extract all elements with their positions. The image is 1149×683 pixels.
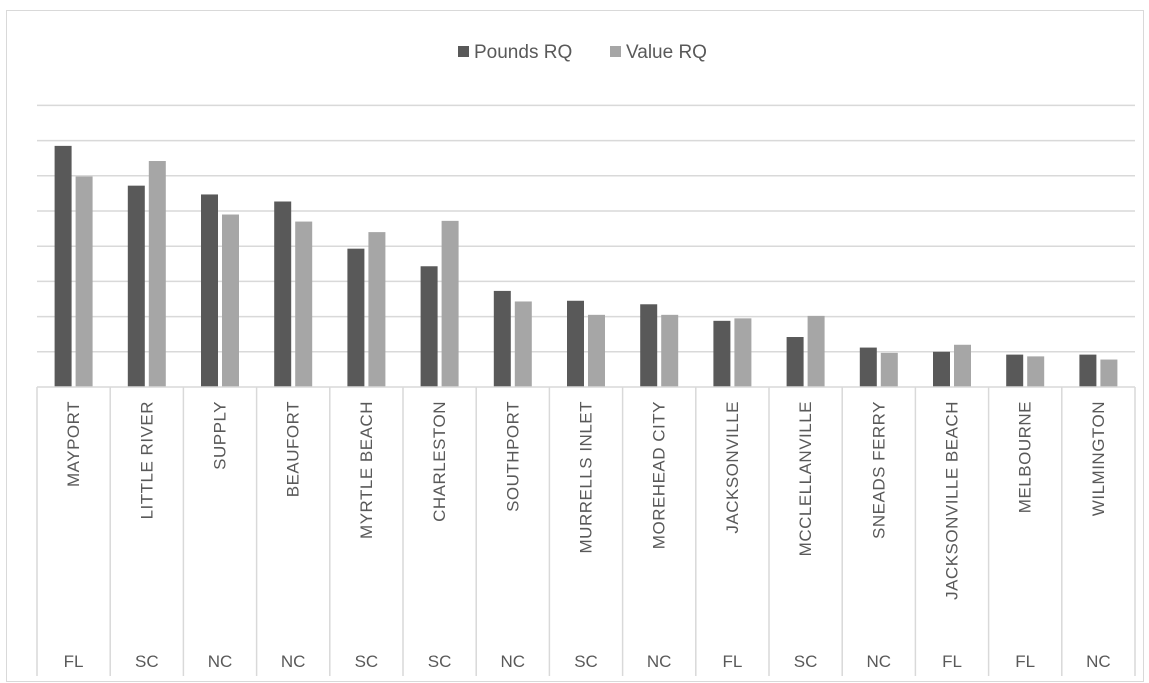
- category-label: MCCLELLANVILLE: [796, 401, 815, 556]
- bar-pounds-rq-5: [420, 266, 438, 387]
- category-label: JACKSONVILLE: [723, 401, 742, 534]
- state-label: FL: [1015, 652, 1035, 671]
- gridlines: [37, 104, 1135, 353]
- bar-value-rq-12: [954, 344, 971, 387]
- state-label: SC: [794, 652, 818, 671]
- state-label: NC: [1086, 652, 1111, 671]
- chart-area: Pounds RQ Value RQ MAYPORT FL LITTLE RIVER S…: [6, 10, 1144, 682]
- bar-pounds-rq-10: [786, 337, 804, 387]
- bar-pounds-rq-11: [859, 347, 877, 387]
- category-label: MOREHEAD CITY: [650, 401, 669, 549]
- bar-value-rq-14: [1100, 359, 1118, 387]
- bar-pounds-rq-1: [127, 185, 145, 387]
- category-label: CHARLESTON: [430, 401, 449, 522]
- bar-value-rq-9: [734, 318, 752, 387]
- state-label: SC: [135, 652, 159, 671]
- bar-pounds-rq-13: [1006, 354, 1024, 387]
- category-label: JACKSONVILLE BEACH: [943, 401, 962, 600]
- state-label: NC: [208, 652, 233, 671]
- bar-pounds-rq-0: [54, 145, 72, 387]
- legend-swatch-pounds-rq: [458, 46, 469, 57]
- state-label: SC: [574, 652, 598, 671]
- bar-value-rq-4: [368, 232, 386, 387]
- category-label: MAYPORT: [64, 401, 83, 487]
- bar-value-rq-11: [880, 352, 898, 387]
- bar-pounds-rq-12: [933, 351, 950, 387]
- bar-pounds-rq-7: [567, 300, 584, 387]
- state-label: NC: [501, 652, 526, 671]
- category-label: LITTLE RIVER: [137, 401, 156, 519]
- bar-value-rq-2: [222, 214, 239, 387]
- bar-pounds-rq-2: [201, 194, 218, 387]
- bar-value-rq-13: [1027, 356, 1045, 387]
- state-label: SC: [355, 652, 379, 671]
- legend-swatch-value-rq: [610, 46, 621, 57]
- bar-pounds-rq-8: [640, 304, 658, 387]
- category-label: SOUTHPORT: [503, 401, 522, 512]
- bar-value-rq-0: [75, 176, 93, 387]
- bar-value-rq-6: [514, 301, 532, 387]
- legend: Pounds RQ Value RQ: [458, 42, 707, 63]
- state-label: FL: [64, 652, 84, 671]
- state-label: NC: [281, 652, 306, 671]
- bar-pounds-rq-3: [274, 201, 292, 387]
- bar-pounds-rq-4: [347, 248, 365, 387]
- category-label: MURRELLS INLET: [577, 401, 596, 553]
- bar-value-rq-5: [441, 220, 459, 387]
- bar-pounds-rq-9: [713, 320, 731, 387]
- bar-pounds-rq-6: [493, 290, 511, 387]
- category-table: MAYPORT FL LITTLE RIVER SC SUPPLY NC BEAUFORT N…: [36, 386, 1136, 676]
- category-label: WILMINGTON: [1089, 401, 1108, 516]
- bar-value-rq-3: [295, 221, 313, 387]
- bar-value-rq-8: [661, 314, 679, 387]
- category-label: MELBOURNE: [1016, 401, 1035, 513]
- state-label: NC: [867, 652, 892, 671]
- state-label: SC: [428, 652, 452, 671]
- bar-value-rq-7: [588, 314, 605, 387]
- legend-label-value-rq: Value RQ: [626, 42, 707, 63]
- state-label: NC: [647, 652, 672, 671]
- bar-pounds-rq-14: [1079, 354, 1097, 387]
- bars: [54, 145, 1118, 387]
- state-label: FL: [722, 652, 742, 671]
- bar-value-rq-1: [148, 161, 166, 387]
- category-label: BEAUFORT: [284, 401, 303, 497]
- state-label: FL: [942, 652, 962, 671]
- bar-chart: Pounds RQ Value RQ MAYPORT FL LITTLE RIVER S…: [36, 42, 1136, 676]
- category-label: SNEADS FERRY: [869, 401, 888, 539]
- bar-value-rq-10: [807, 315, 825, 387]
- category-label: MYRTLE BEACH: [357, 401, 376, 539]
- category-label: SUPPLY: [211, 401, 230, 470]
- legend-label-pounds-rq: Pounds RQ: [474, 42, 572, 63]
